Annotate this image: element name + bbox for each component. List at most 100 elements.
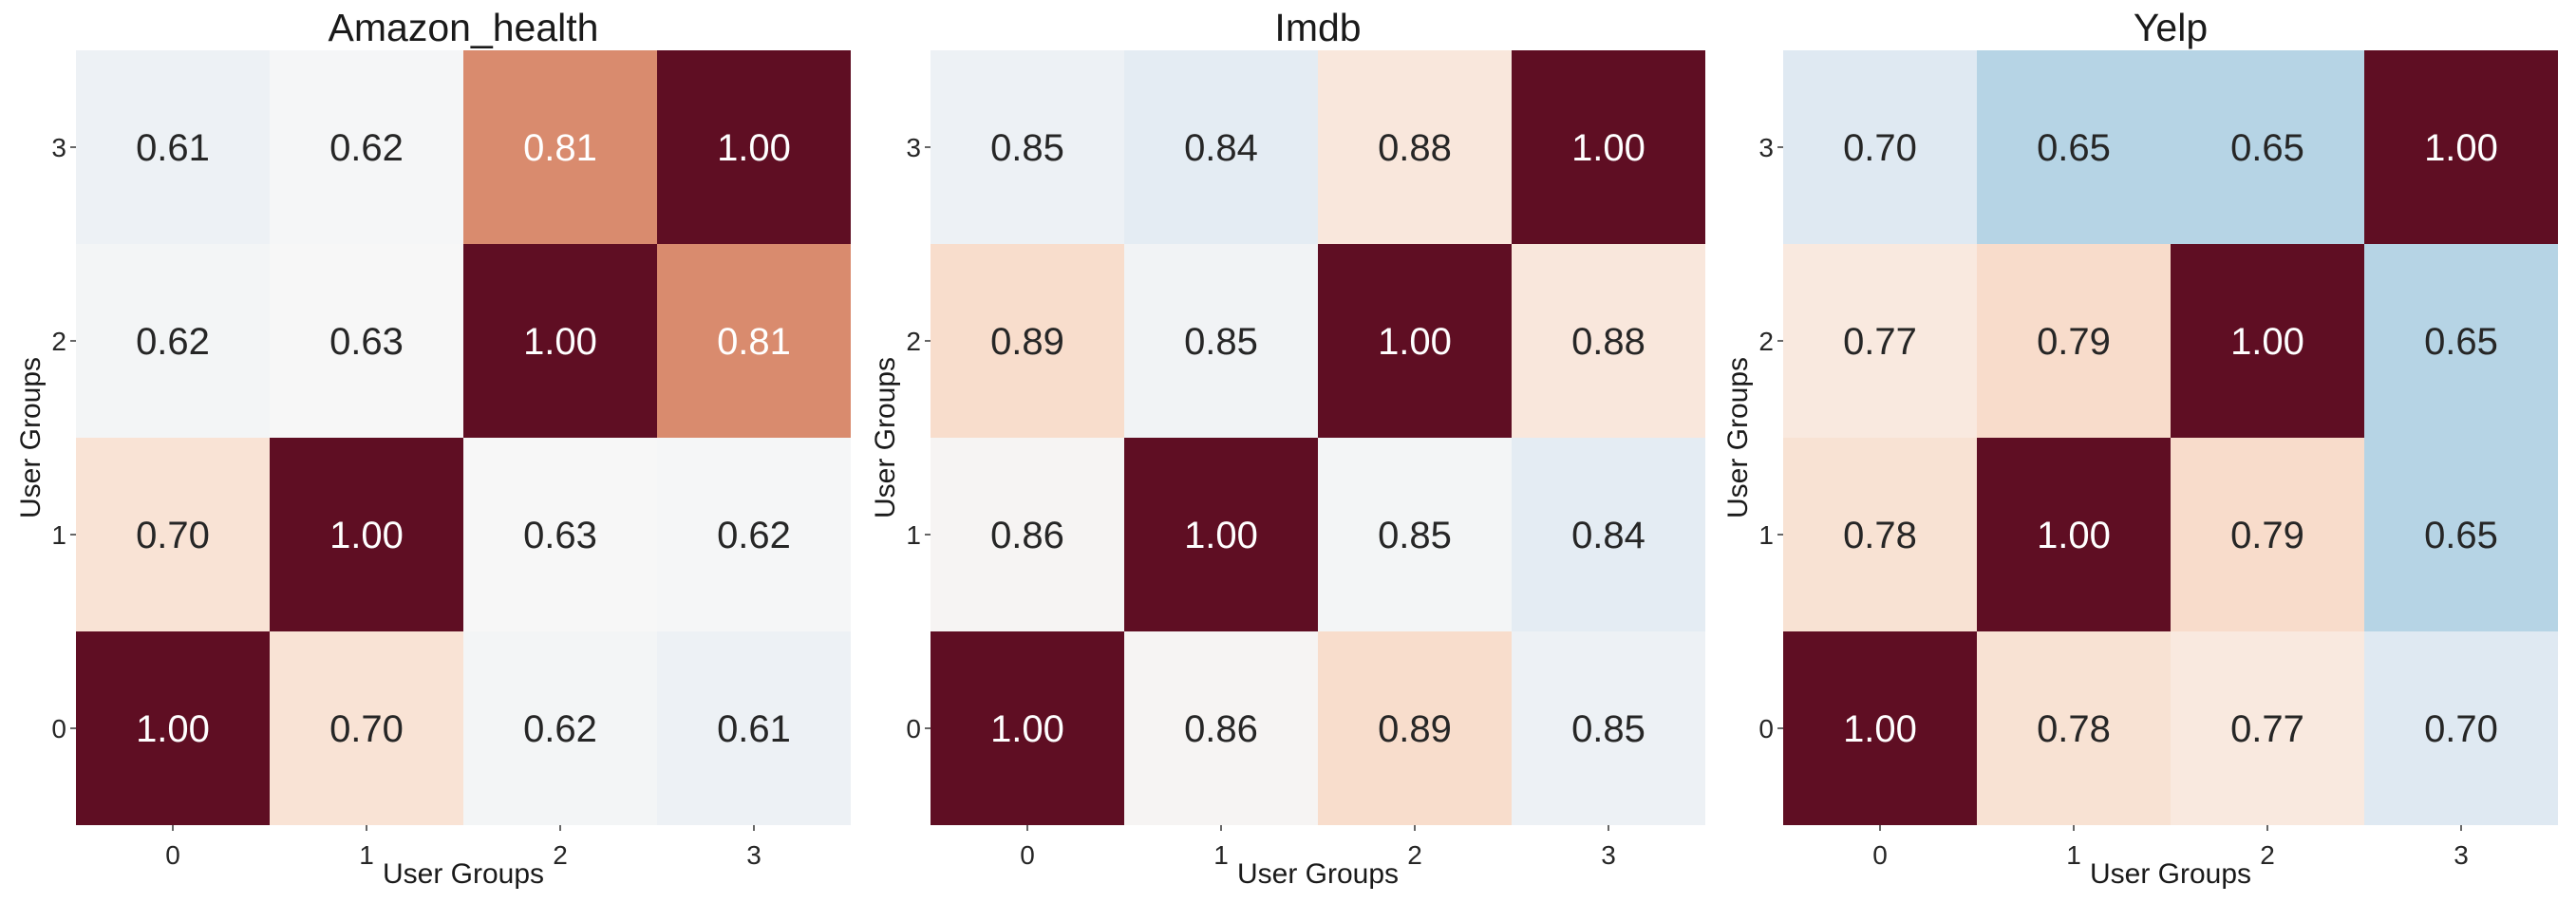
y-tick-label: 1: [51, 520, 66, 550]
heatmap-cell: [2364, 631, 2558, 825]
y-tick-label: 3: [51, 133, 66, 162]
heatmap-cell: [270, 438, 463, 631]
y-tick-label: 3: [906, 133, 921, 162]
cell-value-label: 0.65: [2037, 127, 2111, 169]
heatmap-cell: [931, 50, 1124, 244]
heatmap-cell: [2171, 244, 2364, 438]
heatmap-cell: [1124, 438, 1318, 631]
cell-value-label: 0.79: [2230, 515, 2304, 556]
heatmap-cell: [657, 244, 851, 438]
y-tick-label: 2: [1758, 327, 1774, 356]
heatmap-cell: [1318, 631, 1512, 825]
heatmap-cell: [463, 50, 657, 244]
heatmap-cell: [1977, 244, 2171, 438]
y-tick-label: 2: [51, 327, 66, 356]
heatmap-cell: [2171, 50, 2364, 244]
cell-value-label: 0.65: [2230, 127, 2304, 169]
cell-value-label: 1.00: [2424, 127, 2498, 169]
heatmap-cell: [76, 244, 270, 438]
cell-value-label: 1.00: [136, 708, 210, 750]
heatmap-panel-yelp: Yelp 0.70 0.65 0.65 1.00 0.77 0.79 1.00 0.65 0.78…: [1722, 6, 2558, 890]
cell-value-label: 1.00: [717, 127, 791, 169]
cell-value-label: 0.88: [1571, 321, 1645, 363]
cell-value-label: 1.00: [1184, 515, 1258, 556]
y-tick-label: 2: [906, 327, 921, 356]
cell-value-label: 0.85: [1378, 515, 1452, 556]
heatmap-panel-amazon-health: Amazon_health 0.61 0.62 0.81 1.00 0.62 0.63 1.0…: [15, 6, 851, 890]
x-tick-label: 2: [1407, 840, 1422, 870]
cell-value-label: 0.85: [1184, 321, 1258, 363]
heatmap-cell: [657, 438, 851, 631]
heatmap-cell: [463, 438, 657, 631]
x-tick-label: 0: [165, 840, 180, 870]
x-tick-label: 1: [359, 840, 374, 870]
heatmap-cell: [76, 631, 270, 825]
heatmap-cell: [931, 438, 1124, 631]
cell-value-label: 0.84: [1571, 515, 1645, 556]
heatmap-cell: [1512, 631, 1705, 825]
heatmap-cell: [270, 244, 463, 438]
cell-value-label: 0.70: [136, 515, 210, 556]
cell-value-label: 1.00: [523, 321, 597, 363]
heatmap-cell: [1783, 631, 1977, 825]
heatmap-cell: [270, 631, 463, 825]
y-axis-label: User Groups: [1722, 357, 1754, 518]
cell-value-label: 0.62: [329, 127, 404, 169]
y-tick-label: 1: [1758, 520, 1774, 550]
x-tick-label: 3: [746, 840, 762, 870]
x-tick-label: 3: [1601, 840, 1616, 870]
cell-value-label: 0.81: [717, 321, 791, 363]
cell-value-label: 1.00: [2037, 515, 2111, 556]
heatmap-cell: [2171, 631, 2364, 825]
x-axis-label: User Groups: [383, 858, 544, 890]
cell-value-label: 1.00: [329, 515, 404, 556]
x-tick-label: 1: [2066, 840, 2081, 870]
heatmap-cell: [2171, 438, 2364, 631]
heatmap-cell: [1977, 438, 2171, 631]
cell-value-label: 0.86: [1184, 708, 1258, 750]
y-tick-label: 1: [906, 520, 921, 550]
x-tick-label: 1: [1213, 840, 1229, 870]
cell-value-label: 1.00: [2230, 321, 2304, 363]
heatmap-cell: [657, 631, 851, 825]
cell-value-label: 0.78: [2037, 708, 2111, 750]
heatmap-cell: [657, 50, 851, 244]
heatmap-cell: [931, 631, 1124, 825]
cell-value-label: 1.00: [990, 708, 1064, 750]
cell-value-label: 0.62: [136, 321, 210, 363]
cell-value-label: 0.84: [1184, 127, 1258, 169]
cell-value-label: 0.81: [523, 127, 597, 169]
heatmap-cell: [1124, 244, 1318, 438]
heatmap-cell: [2364, 438, 2558, 631]
x-tick-label: 0: [1020, 840, 1035, 870]
heatmap-cell: [2364, 50, 2558, 244]
heatmap-cell: [463, 244, 657, 438]
cell-value-label: 0.65: [2424, 321, 2498, 363]
cell-value-label: 1.00: [1571, 127, 1645, 169]
y-axis-label: User Groups: [870, 357, 901, 518]
cell-value-label: 0.89: [1378, 708, 1452, 750]
cell-value-label: 0.61: [136, 127, 210, 169]
cell-value-label: 0.63: [523, 515, 597, 556]
cell-value-label: 0.85: [990, 127, 1064, 169]
heatmap-cell: [463, 631, 657, 825]
heatmap-cell: [931, 244, 1124, 438]
heatmap-cell: [1124, 631, 1318, 825]
y-tick-label: 3: [1758, 133, 1774, 162]
y-tick-label: 0: [906, 714, 921, 743]
x-tick-label: 0: [1872, 840, 1888, 870]
heatmap-cell: [1318, 244, 1512, 438]
cell-value-label: 1.00: [1378, 321, 1452, 363]
heatmap-cell: [1783, 50, 1977, 244]
heatmap-cell: [1318, 438, 1512, 631]
cell-value-label: 0.88: [1378, 127, 1452, 169]
x-axis-label: User Groups: [2090, 858, 2251, 890]
x-tick-label: 2: [2260, 840, 2275, 870]
cell-value-label: 0.77: [2230, 708, 2304, 750]
cell-value-label: 0.61: [717, 708, 791, 750]
cell-value-label: 0.70: [1843, 127, 1917, 169]
heatmap-cell: [270, 50, 463, 244]
heatmap-cell: [1512, 50, 1705, 244]
cell-value-label: 0.62: [717, 515, 791, 556]
